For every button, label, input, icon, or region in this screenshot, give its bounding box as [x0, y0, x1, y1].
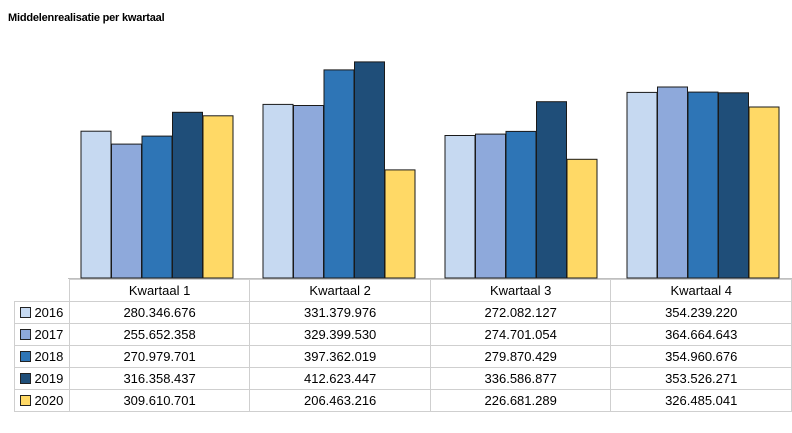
table-row: 2018 270.979.701 397.362.019 279.870.429 354…: [14, 345, 792, 368]
bar-2019-2: [354, 61, 385, 279]
bar-2017-1: [111, 143, 142, 279]
table-row: 2020 309.610.701 206.463.216 226.681.289 326…: [14, 389, 792, 412]
cell-2018-kwartaal-4: 354.960.676: [610, 345, 792, 368]
cell-2019-kwartaal-3: 336.586.877: [429, 367, 612, 390]
bar-2018-2: [323, 69, 355, 279]
cell-2020-kwartaal-1: 309.610.701: [68, 389, 251, 412]
column-header-kwartaal-2: Kwartaal 2: [249, 279, 431, 302]
cell-2020-kwartaal-4: 326.485.041: [610, 389, 792, 412]
cell-2017-kwartaal-3: 274.701.054: [429, 323, 612, 346]
bar-2016-3: [444, 135, 476, 279]
cell-2019-kwartaal-2: 412.623.447: [249, 367, 431, 390]
bar-2020-2: [384, 169, 416, 279]
cell-2017-kwartaal-1: 255.652.358: [68, 323, 251, 346]
bar-2018-3: [505, 130, 537, 279]
bar-2017-2: [293, 105, 324, 279]
legend-entry-2018: 2018: [14, 345, 70, 368]
legend-label-2019: 2019: [34, 371, 64, 386]
table-row: 2017 255.652.358 329.399.530 274.701.054 364…: [14, 323, 792, 346]
table-row: 2019 316.358.437 412.623.447 336.586.877 353…: [14, 367, 792, 390]
cell-2019-kwartaal-1: 316.358.437: [68, 367, 251, 390]
legend-swatch-2020: [20, 395, 32, 406]
cell-2016-kwartaal-2: 331.379.976: [249, 301, 431, 324]
cell-2020-kwartaal-2: 206.463.216: [249, 389, 431, 412]
cell-2017-kwartaal-2: 329.399.530: [249, 323, 431, 346]
legend-entry-2017: 2017: [14, 323, 70, 346]
legend-label-2017: 2017: [34, 327, 64, 342]
legend-entry-2016: 2016: [14, 301, 70, 324]
bar-chart-plot: [68, 61, 792, 279]
bar-2019-1: [172, 111, 203, 279]
cell-2019-kwartaal-4: 353.526.271: [610, 367, 792, 390]
chart-title: Middelenrealisatie per kwartaal: [8, 12, 165, 24]
bar-2019-4: [718, 92, 749, 279]
legend-swatch-2016: [20, 307, 32, 318]
bar-2017-4: [657, 86, 688, 279]
cell-2016-kwartaal-1: 280.346.676: [68, 301, 251, 324]
bar-2016-2: [262, 103, 294, 279]
cell-2018-kwartaal-1: 270.979.701: [68, 345, 251, 368]
bar-2020-1: [202, 115, 234, 279]
legend-swatch-2019: [20, 373, 32, 384]
table-corner-cell: [14, 279, 70, 302]
column-header-kwartaal-3: Kwartaal 3: [429, 279, 612, 302]
bar-2018-1: [141, 135, 173, 279]
bar-2016-1: [80, 130, 112, 279]
legend-swatch-2017: [20, 329, 32, 340]
bar-2016-4: [626, 91, 658, 279]
cell-2018-kwartaal-2: 397.362.019: [249, 345, 431, 368]
column-header-kwartaal-4: Kwartaal 4: [610, 279, 792, 302]
cell-2017-kwartaal-4: 364.664.643: [610, 323, 792, 346]
data-table: Kwartaal 1 Kwartaal 2 Kwartaal 3 Kwartaal 4…: [14, 279, 792, 412]
cell-2018-kwartaal-3: 279.870.429: [429, 345, 612, 368]
column-header-kwartaal-1: Kwartaal 1: [68, 279, 251, 302]
bar-2020-3: [566, 158, 598, 279]
cell-2020-kwartaal-3: 226.681.289: [429, 389, 612, 412]
table-row: 2016 280.346.676 331.379.976 272.082.127 354…: [14, 301, 792, 324]
legend-label-2018: 2018: [34, 349, 64, 364]
bar-2019-3: [536, 101, 567, 279]
table-header-row: Kwartaal 1 Kwartaal 2 Kwartaal 3 Kwartaal 4: [14, 279, 792, 302]
legend-entry-2019: 2019: [14, 367, 70, 390]
cell-2016-kwartaal-4: 354.239.220: [610, 301, 792, 324]
bar-2020-4: [748, 106, 780, 279]
legend-label-2016: 2016: [34, 305, 64, 320]
legend-swatch-2018: [20, 351, 32, 362]
legend-entry-2020: 2020: [14, 389, 70, 412]
bar-2018-4: [687, 91, 719, 279]
bar-2017-3: [475, 133, 506, 279]
cell-2016-kwartaal-3: 272.082.127: [429, 301, 612, 324]
legend-label-2020: 2020: [34, 393, 64, 408]
table-body: 2016 280.346.676 331.379.976 272.082.127 354…: [14, 301, 792, 412]
